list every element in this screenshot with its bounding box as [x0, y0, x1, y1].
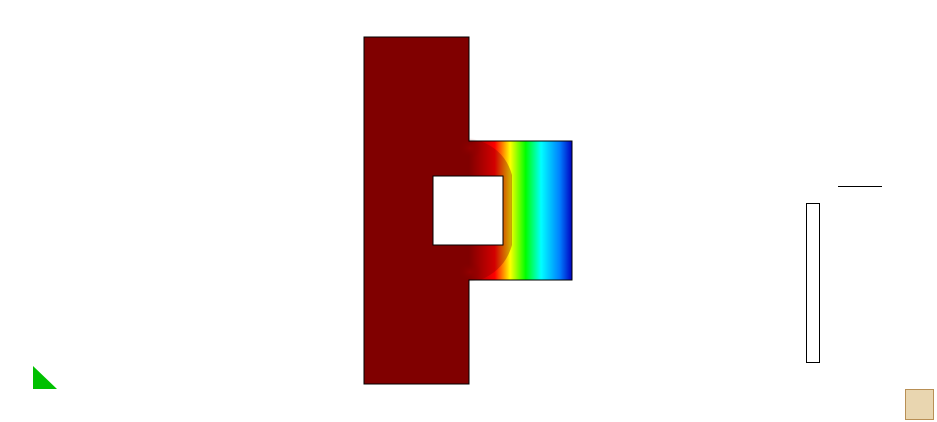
upper-corner-glow: [458, 138, 482, 158]
legend-colorbar: [806, 203, 820, 363]
square-hole: [432, 175, 504, 246]
domain-outline: [363, 36, 573, 385]
axis-triad: [33, 366, 57, 389]
gid-logo: [905, 389, 934, 420]
legend-title-underline: [838, 186, 882, 187]
lower-corner-glow: [458, 262, 482, 282]
